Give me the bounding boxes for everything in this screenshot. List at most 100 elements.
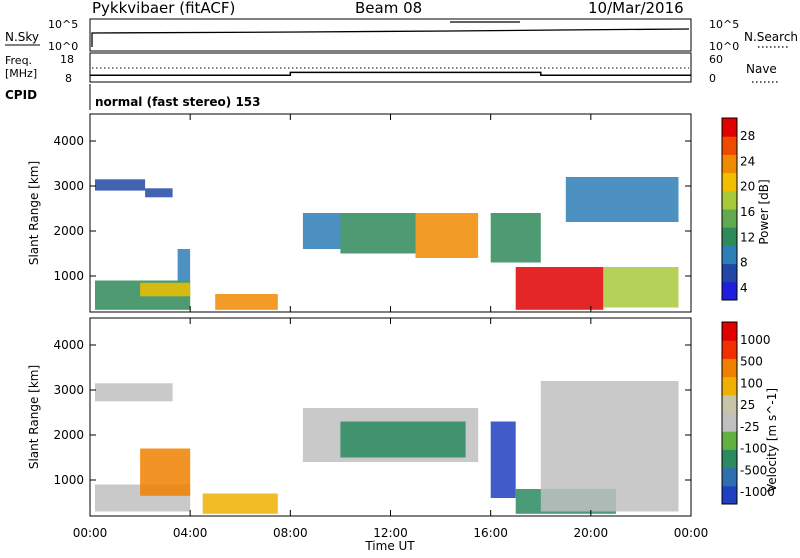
power-region-8 bbox=[415, 213, 479, 258]
x-tick-label: 04:00 bbox=[173, 526, 208, 540]
power-y-axis: 4000 3000 2000 1000 bbox=[53, 134, 691, 283]
power-ytick-label: 4000 bbox=[53, 134, 84, 148]
velocity-colorbar-tick: -100 bbox=[740, 442, 767, 456]
power-region-1 bbox=[145, 188, 173, 198]
power-colorbar-label: Power [dB] bbox=[757, 179, 771, 244]
nsearch-tick-high: 10^5 bbox=[709, 18, 739, 31]
velocity-colorbar-tick: -1000 bbox=[740, 485, 775, 499]
velocity-colorbar-tick: 500 bbox=[740, 355, 763, 369]
velocity-region-5 bbox=[340, 421, 466, 458]
nsky-panel-frame bbox=[89, 18, 692, 52]
velocity-colorbar: 1000 500 100 25 -25 -100 -500 -1000 bbox=[721, 321, 775, 505]
power-region-3 bbox=[140, 282, 191, 297]
power-region-11 bbox=[565, 177, 679, 222]
velocity-colorbar-segment bbox=[722, 394, 737, 414]
velocity-ylabel: Slant Range [km] bbox=[27, 365, 41, 469]
velocity-colorbar-segment bbox=[722, 449, 737, 469]
velocity-colorbar-label: Velocity [m s^-1] bbox=[765, 388, 779, 492]
x-tick-label: 20:00 bbox=[574, 526, 609, 540]
power-colorbar-segment bbox=[722, 190, 737, 210]
power-colorbar-tick: 20 bbox=[740, 180, 755, 194]
freq-line bbox=[90, 71, 691, 77]
freq-trace bbox=[90, 71, 691, 77]
power-region-6 bbox=[302, 213, 341, 249]
velocity-colorbar-segment bbox=[722, 413, 737, 432]
nsky-tick-low: 10^0 bbox=[48, 40, 78, 53]
nave-tick-high: 60 bbox=[709, 53, 723, 66]
freq-panel-frame bbox=[89, 52, 692, 83]
power-colorbar-segment bbox=[722, 227, 737, 246]
power-colorbar-segment bbox=[722, 118, 737, 137]
cpid-label: CPID bbox=[5, 88, 37, 102]
velocity-region-6 bbox=[490, 421, 516, 498]
power-colorbar-segment bbox=[722, 209, 737, 228]
velocity-colorbar-tick: 100 bbox=[740, 376, 763, 390]
power-colorbar-segment bbox=[722, 281, 737, 301]
nsky-label: N.Sky bbox=[5, 30, 39, 44]
velocity-ytick-label: 4000 bbox=[53, 338, 84, 352]
cpid-text: normal (fast stereo) 153 bbox=[95, 95, 261, 109]
power-colorbar-segment bbox=[722, 245, 737, 265]
power-region-10 bbox=[515, 267, 604, 310]
freq-label: Freq. bbox=[5, 54, 32, 67]
velocity-colorbar-segment bbox=[722, 376, 737, 396]
power-region-9 bbox=[490, 213, 541, 263]
velocity-colorbar-segment bbox=[722, 485, 737, 505]
velocity-colorbar-tick: -25 bbox=[740, 420, 760, 434]
power-heatmap bbox=[95, 177, 679, 310]
power-colorbar-tick: 8 bbox=[740, 256, 748, 270]
velocity-colorbar-segment bbox=[722, 322, 737, 341]
velocity-colorbar-segment bbox=[722, 358, 737, 378]
station-title: Pykkvibaer (fitACF) bbox=[92, 0, 235, 17]
freq-tick-high: 18 bbox=[60, 53, 74, 66]
power-colorbar-tick: 16 bbox=[740, 205, 755, 219]
power-colorbar-segment bbox=[722, 136, 737, 155]
time-x-axis: 00:00 04:00 08:00 12:00 16:00 20:00 00:00 bbox=[73, 114, 709, 540]
date-title: 10/Mar/2016 bbox=[588, 0, 684, 17]
nsearch-label: N.Search bbox=[744, 30, 798, 44]
nsearch-tick-low: 10^0 bbox=[709, 40, 739, 53]
x-axis-label: Time UT bbox=[364, 539, 415, 553]
beam-title: Beam 08 bbox=[355, 0, 422, 17]
power-ytick-label: 3000 bbox=[53, 179, 84, 193]
velocity-region-0 bbox=[95, 383, 173, 402]
power-region-4 bbox=[177, 249, 191, 281]
nave-tick-low: 0 bbox=[709, 72, 716, 85]
nave-label: Nave bbox=[746, 62, 777, 76]
velocity-colorbar-segment bbox=[722, 340, 737, 359]
freq-unit-label: [MHz] bbox=[5, 67, 37, 80]
x-tick-label: 08:00 bbox=[273, 526, 308, 540]
x-tick-label: 16:00 bbox=[473, 526, 508, 540]
power-region-12 bbox=[603, 267, 679, 308]
velocity-region-8 bbox=[540, 381, 679, 512]
power-region-0 bbox=[95, 179, 146, 191]
velocity-ytick-label: 2000 bbox=[53, 428, 84, 442]
power-region-7 bbox=[340, 213, 416, 254]
velocity-region-3 bbox=[202, 493, 278, 514]
freq-tick-low: 8 bbox=[65, 72, 72, 85]
x-tick-label: 00:00 bbox=[674, 526, 709, 540]
power-ytick-label: 1000 bbox=[53, 269, 84, 283]
power-ytick-label: 2000 bbox=[53, 224, 84, 238]
velocity-region-2 bbox=[140, 448, 191, 496]
velocity-ytick-label: 1000 bbox=[53, 473, 84, 487]
x-tick-label: 12:00 bbox=[373, 526, 408, 540]
power-colorbar-tick: 12 bbox=[740, 230, 755, 244]
velocity-colorbar-segment bbox=[722, 467, 737, 487]
velocity-colorbar-frame bbox=[721, 321, 738, 505]
velocity-colorbar-tick: 25 bbox=[740, 398, 755, 412]
power-colorbar-segment bbox=[722, 263, 737, 283]
power-colorbar-tick: 28 bbox=[740, 129, 755, 143]
power-region-5 bbox=[215, 294, 278, 310]
velocity-heatmap bbox=[95, 381, 679, 514]
nsky-tick-high: 10^5 bbox=[48, 18, 78, 31]
velocity-colorbar-tick: -500 bbox=[740, 463, 767, 477]
power-colorbar-segment bbox=[722, 154, 737, 174]
x-tick-label: 00:00 bbox=[73, 526, 108, 540]
velocity-colorbar-segment bbox=[722, 431, 737, 450]
velocity-colorbar-tick: 1000 bbox=[740, 333, 771, 347]
power-ylabel: Slant Range [km] bbox=[27, 161, 41, 265]
velocity-ytick-label: 3000 bbox=[53, 383, 84, 397]
power-colorbar-frame bbox=[721, 117, 738, 301]
nsky-trace bbox=[91, 21, 690, 47]
